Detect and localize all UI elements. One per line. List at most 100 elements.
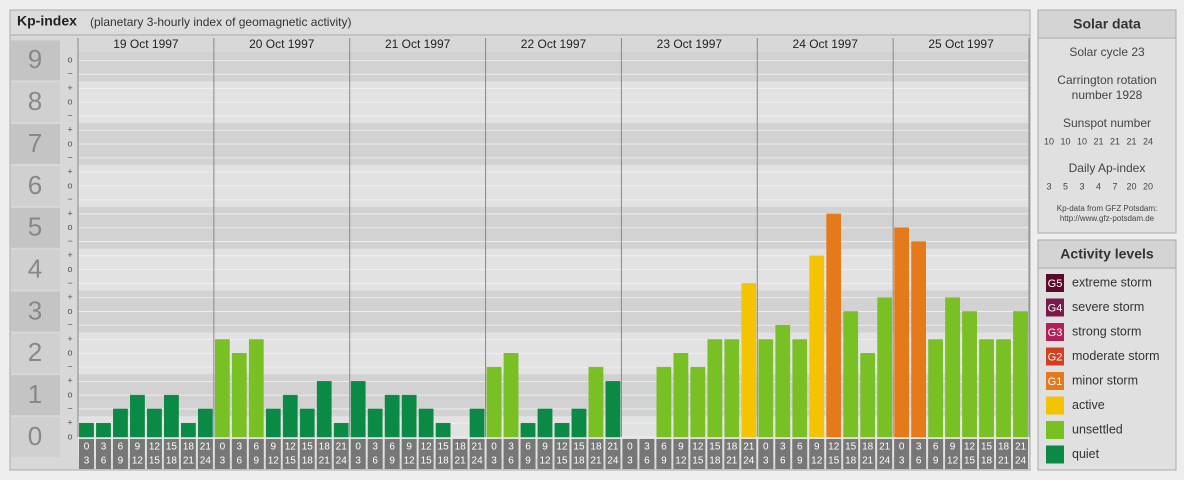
- solar-title-bar: [1037, 9, 1177, 39]
- hour-box: [401, 439, 417, 469]
- hour-start: 18: [590, 442, 602, 453]
- day-label: 19 Oct 1997: [113, 37, 179, 51]
- hour-box: [79, 439, 94, 469]
- bar: [401, 394, 417, 438]
- hour-start: 6: [797, 442, 803, 453]
- bar: [181, 422, 196, 438]
- bar: [605, 381, 621, 438]
- y-tick-box: [11, 124, 60, 165]
- hour-end: 3: [84, 456, 90, 467]
- y-tick-box: [11, 82, 60, 123]
- y-tick-label: 2: [28, 337, 42, 367]
- hour-end: 6: [508, 456, 514, 467]
- sunspot-title: Sunspot number: [1063, 116, 1151, 130]
- hour-box: [146, 439, 162, 469]
- hour-start: 6: [118, 442, 124, 453]
- hour-start: 15: [981, 442, 993, 453]
- bar: [79, 422, 94, 438]
- hour-start: 6: [254, 442, 260, 453]
- hour-start: 0: [899, 442, 905, 453]
- hour-box: [962, 439, 978, 469]
- hour-box: [452, 439, 468, 469]
- hour-end: 9: [525, 456, 531, 467]
- hour-box: [231, 439, 247, 469]
- minor-tick-label: +: [67, 125, 72, 135]
- hour-end: 12: [268, 456, 280, 467]
- hour-start: 0: [220, 442, 226, 453]
- hour-end: 6: [780, 456, 786, 467]
- hour-start: 18: [862, 442, 874, 453]
- hour-start: 21: [472, 442, 484, 453]
- bar: [1013, 311, 1028, 438]
- hour-box: [673, 439, 689, 469]
- bar: [333, 422, 349, 438]
- hour-start: 15: [845, 442, 857, 453]
- y-tick-box: [11, 165, 60, 206]
- bar: [996, 339, 1011, 438]
- level-label: minor storm: [1072, 373, 1138, 387]
- bar: [367, 408, 383, 438]
- bar: [792, 339, 808, 438]
- hour-start: 21: [607, 442, 619, 453]
- level-swatch: [1046, 396, 1064, 415]
- hour-end: 15: [964, 456, 976, 467]
- ap-value: 7: [1112, 181, 1117, 191]
- level-swatch: [1046, 421, 1064, 439]
- hour-end: 18: [845, 456, 857, 467]
- hour-end: 18: [166, 456, 178, 467]
- bar: [418, 408, 434, 438]
- hour-end: 24: [879, 456, 891, 467]
- hour-end: 21: [862, 456, 874, 467]
- hour-end: 12: [675, 456, 687, 467]
- hour-start: 3: [237, 442, 243, 453]
- hour-end: 24: [336, 456, 348, 467]
- level-label: active: [1072, 398, 1105, 412]
- hour-box: [707, 439, 723, 469]
- hour-end: 15: [421, 456, 433, 467]
- hour-end: 21: [319, 456, 331, 467]
- y-tick-label: 9: [28, 44, 42, 74]
- minor-tick-label: o: [67, 264, 72, 274]
- minor-tick-label: +: [67, 418, 72, 428]
- hour-box: [350, 439, 366, 469]
- bar: [962, 311, 977, 438]
- y-tick-box: [11, 375, 60, 416]
- level-label: unsettled: [1072, 422, 1123, 436]
- sunspot-value: 10: [1044, 136, 1054, 146]
- bar: [113, 408, 128, 438]
- minor-tick-label: −: [67, 110, 72, 120]
- ap-value: 5: [1063, 181, 1068, 191]
- level-label: moderate storm: [1072, 349, 1160, 363]
- day-label: 20 Oct 1997: [249, 37, 315, 51]
- hour-end: 3: [627, 456, 633, 467]
- minor-tick-label: o: [67, 222, 72, 232]
- chart-title: Kp-index: [17, 13, 77, 29]
- hour-end: 21: [455, 456, 467, 467]
- hour-start: 21: [879, 442, 891, 453]
- hour-start: 15: [438, 442, 450, 453]
- hour-end: 21: [183, 456, 195, 467]
- hour-box: [316, 439, 332, 469]
- carrington: number 1928: [1072, 88, 1143, 102]
- hour-end: 3: [763, 456, 769, 467]
- hour-box: [724, 439, 740, 469]
- sunspot-value: 21: [1093, 136, 1103, 146]
- bar: [707, 339, 723, 438]
- minor-tick-label: −: [67, 278, 72, 288]
- hour-box: [197, 439, 213, 469]
- bar: [554, 422, 570, 438]
- hour-box: [979, 439, 995, 469]
- day-label: 21 Oct 1997: [385, 37, 451, 51]
- bar: [673, 353, 689, 438]
- bar: [214, 339, 230, 438]
- bar: [248, 339, 264, 438]
- level-swatch: [1046, 298, 1064, 317]
- ap-value: 3: [1046, 181, 1051, 191]
- minor-tick-label: −: [67, 361, 72, 371]
- level-label: strong storm: [1072, 324, 1141, 338]
- y-tick-label: 4: [28, 253, 42, 283]
- hour-start: 21: [336, 442, 348, 453]
- hour-start: 6: [661, 442, 667, 453]
- hour-end: 18: [302, 456, 314, 467]
- hour-end: 6: [237, 456, 243, 467]
